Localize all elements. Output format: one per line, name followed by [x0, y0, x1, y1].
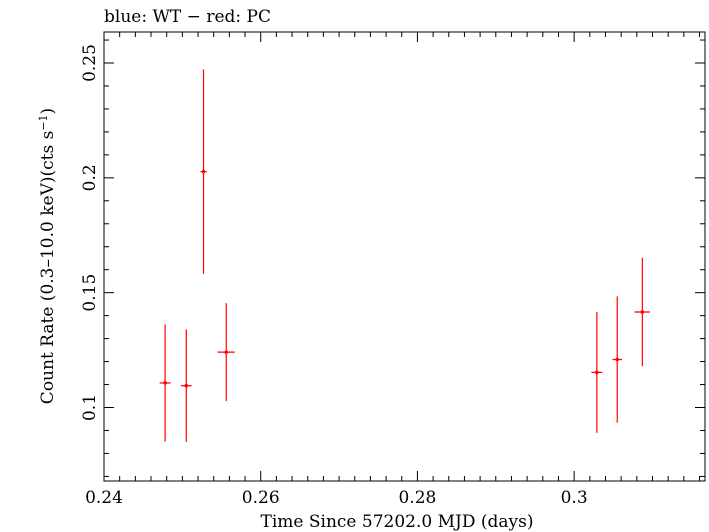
x-tick-label: 0.26 — [242, 488, 280, 508]
y-axis-label-superscript: −1 — [37, 114, 50, 130]
point-marker — [640, 310, 645, 314]
data-point — [159, 324, 171, 442]
data-point — [612, 296, 622, 423]
y-axis-label-main: Count Rate (0.3–10.0 keV)(cts s — [38, 131, 58, 405]
data-point — [591, 311, 603, 433]
y-tick-label: 0.25 — [80, 44, 100, 82]
y-tick-label: 0.2 — [80, 164, 100, 191]
chart-title: blue: WT − red: PC — [104, 7, 271, 27]
axis-ticks — [103, 32, 705, 481]
y-tick-label: 0.15 — [80, 274, 100, 312]
axis-tick-labels: 0.24 0.26 0.28 0.3 0.1 0.15 0.2 0.25 — [80, 44, 588, 508]
plot-frame — [103, 31, 706, 482]
data-point — [180, 329, 192, 442]
x-tick-label: 0.24 — [85, 488, 123, 508]
point-marker — [201, 169, 206, 174]
y-axis-label: Count Rate (0.3–10.0 keV)(cts s−1) — [37, 108, 58, 404]
data-point — [634, 257, 651, 367]
point-marker — [595, 370, 599, 375]
x-axis-label: Time Since 57202.0 MJD (days) — [261, 512, 534, 532]
data-point — [217, 303, 235, 402]
point-marker — [163, 381, 167, 385]
data-point — [200, 69, 207, 274]
x-tick-label: 0.3 — [561, 488, 588, 508]
point-marker — [615, 357, 620, 362]
y-tick-label: 0.1 — [80, 394, 100, 421]
data-points — [159, 69, 651, 442]
point-marker — [224, 350, 229, 354]
y-axis-label-close: ) — [38, 108, 58, 115]
point-marker — [184, 383, 189, 388]
x-tick-label: 0.28 — [398, 488, 436, 508]
